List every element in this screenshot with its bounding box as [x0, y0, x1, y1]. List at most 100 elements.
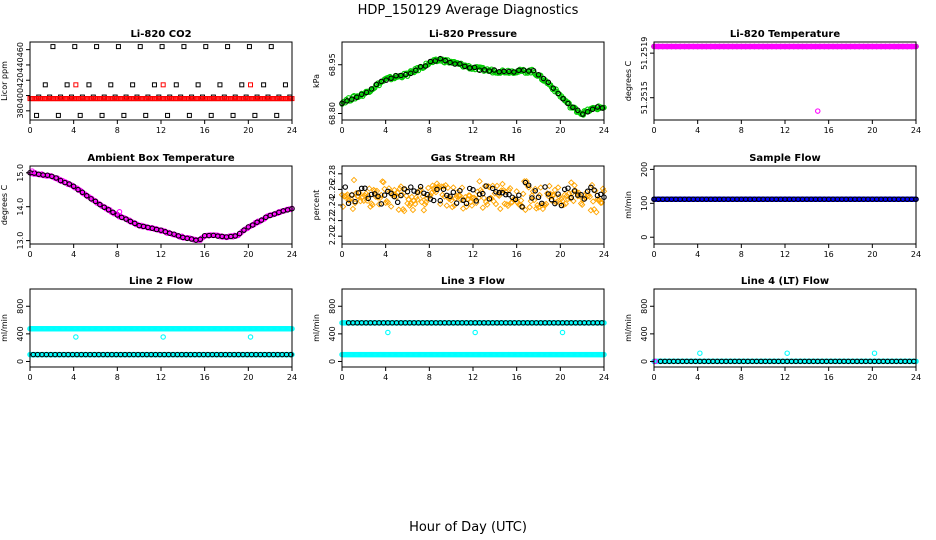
chart-title: Line 3 Flow: [441, 276, 505, 287]
data-point: [525, 182, 532, 188]
x-tick-label: 24: [599, 250, 609, 259]
data-point: [530, 196, 538, 204]
data-point: [414, 196, 421, 203]
data-point: [388, 75, 394, 82]
data-point: [784, 350, 790, 356]
data-point: [440, 186, 447, 192]
data-point: [382, 199, 389, 207]
data-point: [365, 195, 371, 202]
data-point: [263, 214, 269, 221]
y-tick-label: 0: [640, 359, 649, 364]
y-axis-label: kPa: [312, 74, 321, 88]
data-point: [584, 188, 591, 195]
x-tick-label: 20: [243, 373, 253, 382]
data-point: [394, 199, 401, 206]
data-point: [73, 82, 79, 88]
data-point: [553, 86, 559, 92]
data-point: [356, 189, 363, 197]
x-tick-label: 4: [383, 126, 388, 135]
data-point: [502, 191, 509, 198]
data-point: [248, 96, 254, 102]
data-point: [463, 203, 470, 210]
x-tick-label: 0: [27, 373, 32, 382]
x-tick-label: 8: [739, 250, 744, 259]
data-point: [110, 209, 116, 216]
x-tick-label: 8: [739, 126, 744, 135]
data-point: [455, 192, 463, 199]
data-point: [586, 193, 594, 200]
data-point: [405, 196, 412, 203]
data-point: [437, 55, 443, 62]
data-point: [150, 96, 156, 102]
data-point: [444, 192, 450, 199]
data-point: [431, 187, 439, 194]
data-point: [57, 177, 64, 184]
figure-title: HDP_150129 Average Diagnostics: [358, 3, 579, 18]
data-point: [143, 112, 149, 118]
data-point: [597, 191, 604, 198]
data-point: [522, 179, 529, 186]
data-point: [447, 59, 453, 66]
data-point: [471, 64, 478, 71]
data-point: [555, 90, 561, 97]
y-tick-label: 2.22: [328, 212, 337, 230]
data-point: [512, 196, 519, 203]
data-point: [364, 192, 372, 199]
series-cyan-low: [339, 351, 607, 358]
data-series-group: [339, 55, 607, 118]
series-black: [651, 196, 919, 202]
data-series-group: [27, 44, 295, 118]
data-point: [424, 191, 430, 198]
data-point: [420, 206, 428, 214]
data-point: [128, 96, 134, 102]
data-point: [129, 96, 135, 102]
data-point: [73, 334, 79, 340]
data-point: [108, 96, 114, 102]
data-point: [519, 190, 527, 198]
data-series-group: [651, 350, 919, 365]
x-tick-label: 8: [427, 126, 432, 135]
data-point: [95, 96, 101, 102]
data-point: [368, 191, 375, 198]
data-point: [75, 186, 81, 193]
data-point: [369, 201, 376, 209]
x-tick-label: 24: [599, 373, 609, 382]
data-point: [408, 70, 414, 77]
data-point: [418, 198, 425, 206]
x-tick-label: 8: [739, 373, 744, 382]
data-point: [239, 96, 245, 102]
data-point: [282, 96, 288, 102]
data-point: [404, 188, 411, 195]
data-point: [30, 96, 36, 102]
data-point: [171, 231, 177, 237]
x-tick-label: 16: [200, 373, 210, 382]
data-point: [526, 203, 534, 211]
data-point: [597, 199, 604, 206]
y-tick-label: 0: [328, 359, 337, 364]
data-point: [466, 65, 473, 71]
chart-panel-8: Line 3 Flow ml/min 0 4 8 12 16 20 24 0 400 800: [312, 276, 609, 382]
data-point: [421, 190, 427, 197]
data-point: [88, 196, 94, 202]
data-point: [814, 108, 821, 114]
data-point: [555, 191, 561, 197]
data-point: [493, 189, 499, 195]
data-point: [411, 188, 417, 194]
data-series-group: [339, 320, 607, 358]
y-tick-label: 15.0: [16, 164, 25, 182]
data-point: [592, 187, 599, 194]
data-point: [589, 106, 596, 113]
data-point: [414, 189, 421, 195]
y-tick-label: 460: [16, 42, 25, 57]
y-axis-label: ml/min: [312, 314, 321, 342]
data-point: [408, 184, 414, 190]
y-tick-label: 51.2515: [640, 81, 649, 114]
data-point: [171, 96, 177, 102]
data-point: [432, 58, 439, 64]
y-axis-label: degrees C: [624, 60, 633, 101]
data-point: [412, 194, 420, 201]
data-point: [449, 203, 456, 211]
y-tick-label: 800: [16, 299, 25, 314]
data-point: [506, 191, 512, 198]
